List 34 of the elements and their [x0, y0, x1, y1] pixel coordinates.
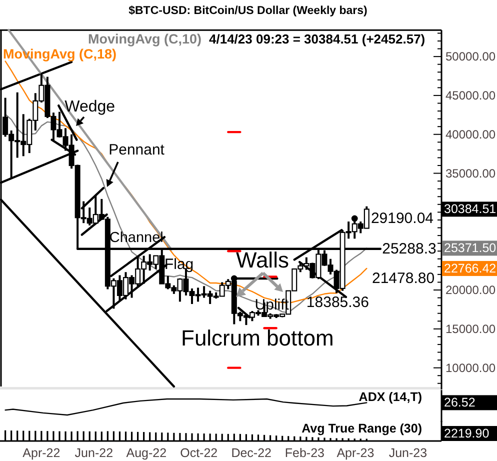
- annotation: Pennant: [108, 142, 166, 158]
- text: MovingAvg (C,10): [88, 32, 202, 47]
- y-tick-label: 15000.00: [446, 322, 496, 336]
- chart-title: ADX (14,T): [358, 390, 422, 404]
- annotation: 4/14/23 09:23 = 30384.51 (+2452.57): [209, 32, 426, 46]
- x-tick-label: Jun-22: [74, 446, 114, 460]
- chart-title: $BTC-USD: BitCoin/US Dollar (Weekly bars): [128, 5, 368, 17]
- text: 2219.90: [444, 426, 490, 440]
- chart-title: Avg True Range (30): [302, 422, 422, 436]
- y-tick-label: 20000.00: [446, 283, 496, 298]
- text: 25371.50: [444, 241, 496, 256]
- annotation: 29190.04: [370, 210, 434, 227]
- annotation: 21478.80: [372, 270, 435, 287]
- text: 26.52: [444, 396, 476, 410]
- x-tick-label: Apr-22: [22, 446, 60, 460]
- y-tick-label: 50000.00: [446, 50, 496, 64]
- y-tick-label: 35000.00: [446, 166, 496, 180]
- annotation: Walls: [236, 248, 289, 272]
- x-tick-label: Aug-22: [126, 446, 167, 460]
- x-tick-label: Dec-22: [231, 446, 272, 460]
- x-tick-label: Jun-23: [388, 446, 428, 460]
- text: 30384.51: [444, 202, 496, 216]
- annotation: Fulcrum bottom: [181, 326, 334, 350]
- annotation: Wedge: [64, 98, 116, 116]
- series-label: MovingAvg (C,18): [3, 46, 117, 62]
- text: 22766.42: [444, 261, 496, 276]
- x-tick-label: Feb-23: [284, 446, 325, 460]
- x-tick-label: Apr-23: [336, 446, 374, 460]
- annotation: 25288.3: [382, 240, 436, 258]
- y-tick-label: 45000.00: [446, 88, 496, 102]
- y-tick-label: 10000.00: [446, 360, 496, 375]
- x-tick-label: Oct-22: [180, 446, 218, 460]
- annotation: 18385.36: [306, 294, 370, 312]
- y-tick-label: 40000.00: [446, 127, 496, 142]
